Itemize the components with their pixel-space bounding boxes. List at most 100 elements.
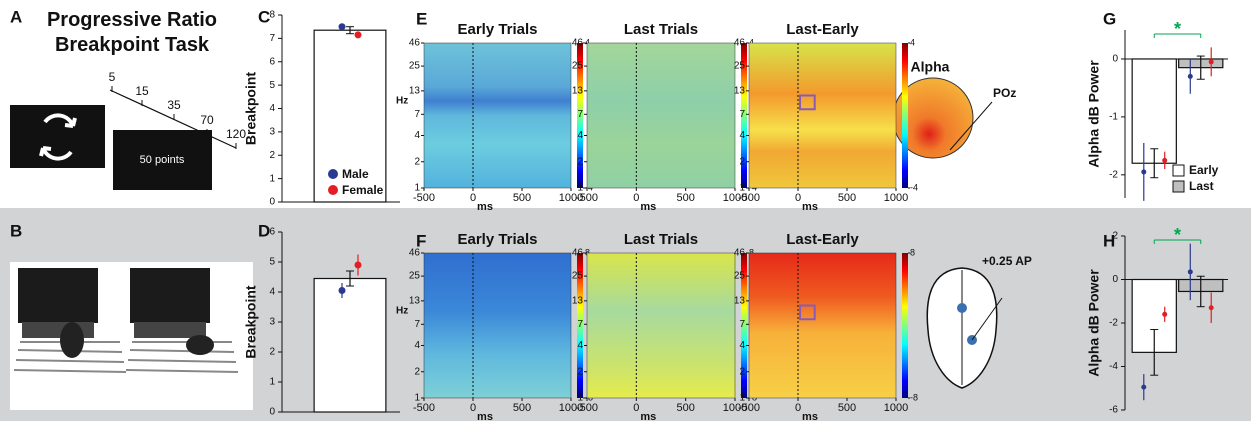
chamber-ports: [134, 322, 206, 338]
x-tick-label: -500: [413, 402, 435, 414]
point: [1208, 59, 1214, 65]
y-tick-label: 7: [739, 319, 745, 330]
chamber-wall: [18, 268, 98, 323]
x-tick-label: 0: [470, 402, 476, 414]
colorbar: [577, 43, 583, 188]
cycle-icon: [43, 113, 77, 128]
x-tick-label: -500: [738, 192, 760, 204]
colorbar-label: 8: [585, 247, 590, 257]
y-tick-label: 13: [409, 85, 421, 96]
mouse: [60, 322, 84, 358]
bar: [313, 277, 387, 413]
legend-label: Early: [1189, 163, 1219, 177]
y-tick-label: 25: [409, 61, 421, 72]
point: [338, 287, 346, 294]
y-tick-label: -6: [1109, 405, 1118, 416]
electrode-label: POz: [993, 86, 1016, 100]
x-tick-label: 500: [838, 402, 856, 414]
ratio-ladder: [109, 89, 237, 149]
task-title: Progressive Ratio Breakpoint Task: [46, 9, 218, 56]
y-tick-label: 46: [409, 38, 421, 49]
y-tick-label: 2: [269, 347, 275, 358]
y-tick-label: 0: [1112, 274, 1118, 285]
y-tick-label: -2: [1109, 169, 1118, 180]
y-tick-label: 4: [739, 340, 745, 351]
colorbar-label: 8: [910, 247, 915, 257]
x-tick-label: 0: [795, 192, 801, 204]
y-tick-label: 25: [734, 61, 746, 72]
panel-label: C: [258, 7, 270, 26]
colorbar: [902, 253, 908, 398]
y-tick-label: 13: [734, 85, 746, 96]
x-axis-label: ms: [477, 201, 493, 213]
mouse: [186, 335, 214, 355]
ratio-label: 70: [200, 113, 214, 127]
panel-label: B: [10, 221, 22, 240]
topo-title: Alpha: [911, 59, 950, 75]
x-axis-label: ms: [640, 411, 656, 421]
y-tick-label: 46: [734, 248, 746, 259]
y-tick-label: 2: [739, 156, 745, 167]
y-tick-label: 46: [572, 38, 584, 49]
legend-marker: [328, 185, 338, 195]
x-tick-label: 500: [513, 192, 531, 204]
legend-marker: [328, 169, 338, 179]
colorbar-label: -4: [910, 182, 918, 192]
x-axis-label: ms: [802, 201, 818, 213]
cycle-icon: [39, 146, 73, 161]
coordinate-label: +0.25 AP: [982, 254, 1032, 268]
colorbar-label: 4: [910, 37, 915, 47]
colorbar-label: 4: [749, 37, 754, 47]
y-tick-label: 4: [414, 340, 420, 351]
colorbar: [741, 43, 747, 188]
heatmap-title: Early Trials: [457, 21, 537, 38]
point: [354, 261, 362, 269]
legend-label: Male: [342, 167, 369, 181]
y-axis-label: Breakpoint: [243, 72, 259, 145]
y-axis-label: Hz: [396, 305, 408, 316]
y-tick-label: 7: [269, 33, 275, 44]
y-axis-label: Alpha dB Power: [1086, 60, 1102, 168]
roi-box: [799, 94, 816, 111]
significance-mark: *: [1174, 225, 1181, 245]
y-tick-label: 4: [269, 287, 275, 298]
colorbar: [902, 43, 908, 188]
y-tick-label: 4: [269, 103, 275, 114]
y-tick-label: 7: [414, 319, 420, 330]
x-tick-label: 500: [676, 402, 694, 414]
panel-label: D: [258, 221, 270, 240]
x-tick-label: 1000: [884, 402, 908, 414]
y-tick-label: 2: [577, 156, 583, 167]
y-tick-label: 4: [739, 130, 745, 141]
heatmap-title: Last Trials: [624, 21, 698, 38]
y-tick-label: 25: [734, 271, 746, 282]
y-tick-label: 13: [409, 295, 421, 306]
roi-box: [799, 304, 816, 321]
bar: [313, 29, 387, 203]
x-tick-label: 0: [470, 192, 476, 204]
heatmap: [748, 42, 897, 189]
x-tick-label: 1000: [723, 402, 747, 414]
y-tick-label: 13: [572, 295, 584, 306]
panel-label: A: [10, 7, 22, 26]
y-tick-label: -2: [1109, 318, 1118, 329]
heatmap: [586, 42, 736, 189]
x-tick-label: 1000: [559, 192, 583, 204]
x-tick-label: 500: [676, 192, 694, 204]
heatmap: [586, 252, 736, 399]
colorbar: [741, 253, 747, 398]
legend-swatch: [1172, 164, 1185, 177]
y-tick-label: 1: [269, 377, 275, 388]
y-axis-label: Alpha dB Power: [1086, 269, 1102, 377]
y-tick-label: 1: [414, 393, 420, 404]
y-tick-label: 2: [1112, 231, 1118, 242]
y-tick-label: 46: [572, 248, 584, 259]
y-tick-label: 1: [739, 393, 745, 404]
y-tick-label: 2: [269, 150, 275, 161]
y-tick-label: 13: [734, 295, 746, 306]
ratio-label: 120: [226, 127, 246, 141]
y-tick-label: 1: [414, 183, 420, 194]
heatmap: [748, 252, 897, 399]
ratio-label: 35: [167, 98, 181, 112]
